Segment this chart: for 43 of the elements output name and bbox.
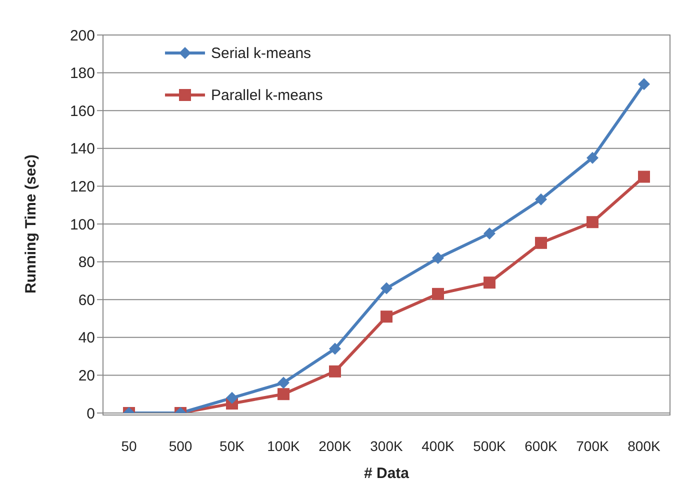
point [278, 376, 290, 389]
point [535, 193, 547, 206]
x-tick-label: 800K [628, 438, 662, 454]
y-tick-label: 120 [70, 178, 95, 196]
point [638, 78, 650, 90]
point [329, 342, 341, 355]
x-tick-label: 200K [318, 438, 352, 454]
y-tick-label: 60 [78, 292, 95, 309]
y-axis-title: Running Time (sec) [22, 154, 40, 294]
y-tick-label: 80 [78, 254, 95, 272]
point [484, 276, 496, 289]
y-tick-label: 100 [70, 216, 95, 234]
y-tick-label: 20 [78, 368, 95, 385]
y-tick-label: 0 [86, 405, 95, 422]
x-tick-label: 50 [121, 438, 137, 454]
legend-label: Parallel k-means [211, 86, 323, 104]
x-axis-title: # Data [364, 465, 410, 482]
x-tick-label: 500K [473, 438, 507, 454]
x-tick-label: 100K [267, 438, 301, 454]
point [380, 282, 392, 294]
y-tick-label: 40 [78, 330, 95, 347]
x-tick-label: 500 [168, 438, 192, 454]
y-tick-label: 200 [70, 27, 95, 44]
x-tick-label: 700K [576, 438, 610, 454]
x-tick-label: 50K [220, 438, 246, 454]
x-tick-label: 600K [524, 438, 558, 454]
legend-label: Serial k-means [211, 44, 312, 62]
point [226, 392, 238, 404]
point [278, 388, 290, 400]
point [484, 227, 496, 240]
point [586, 216, 598, 228]
point [638, 170, 650, 183]
point [432, 252, 444, 264]
x-tick-label: 400K [422, 438, 456, 454]
y-tick-label: 160 [70, 102, 95, 120]
point [380, 310, 392, 323]
x-tick-label: 300K [370, 438, 404, 454]
y-tick-label: 180 [70, 65, 95, 82]
y-tick-label: 140 [70, 140, 95, 158]
point [586, 152, 598, 164]
point [432, 288, 444, 300]
point [329, 365, 341, 378]
point [535, 236, 547, 249]
